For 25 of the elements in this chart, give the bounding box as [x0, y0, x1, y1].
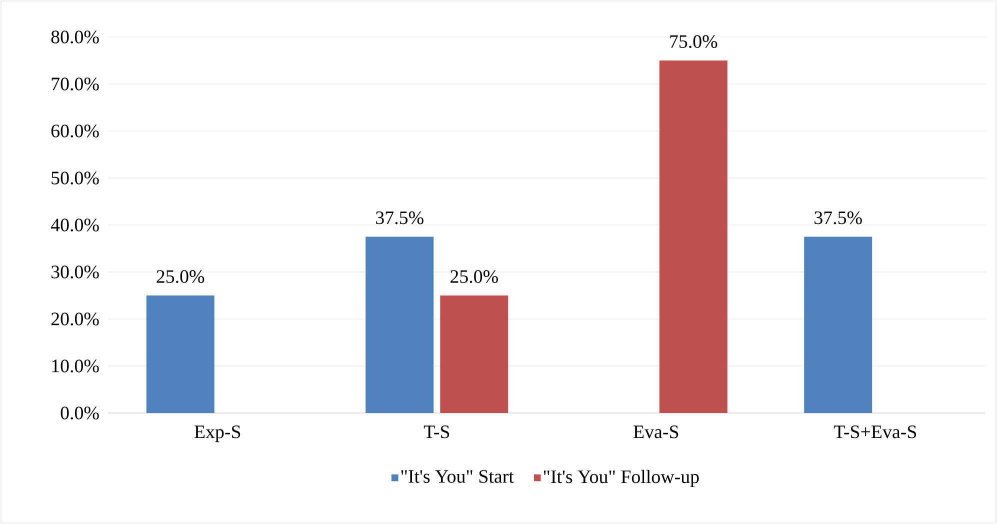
legend-label: "It's You" Follow-up [544, 470, 699, 487]
y-tick-label: 30.0% [52, 266, 99, 278]
y-tick-label: 40.0% [50, 218, 99, 232]
bar [659, 60, 728, 413]
bar [440, 296, 508, 413]
y-tick-label: 70.0% [52, 78, 99, 90]
y-tick-label: 80.0% [51, 30, 99, 44]
y-tick-label: 60.0% [51, 124, 99, 138]
data-label: 37.5% [814, 211, 862, 224]
y-tick-label: 10.0% [52, 360, 99, 372]
y-tick-label: 0.0% [60, 406, 99, 420]
data-label: 25.0% [156, 270, 204, 283]
x-tick-label: T-S [424, 426, 450, 438]
y-tick-label: 20.0% [51, 312, 99, 326]
bar [146, 296, 214, 413]
x-tick-label: T-S+Eva-S [834, 426, 916, 438]
y-tick-label: 50.0% [52, 172, 99, 184]
bar [366, 236, 434, 413]
bar [804, 236, 872, 413]
x-tick-label: Exp-S [194, 426, 240, 442]
x-tick-label: Eva-S [634, 426, 678, 438]
data-label: 75.0% [670, 35, 718, 48]
data-label: 37.5% [376, 211, 424, 224]
legend-label: "It's You" Start [401, 470, 514, 483]
data-label: 25.0% [450, 270, 498, 283]
